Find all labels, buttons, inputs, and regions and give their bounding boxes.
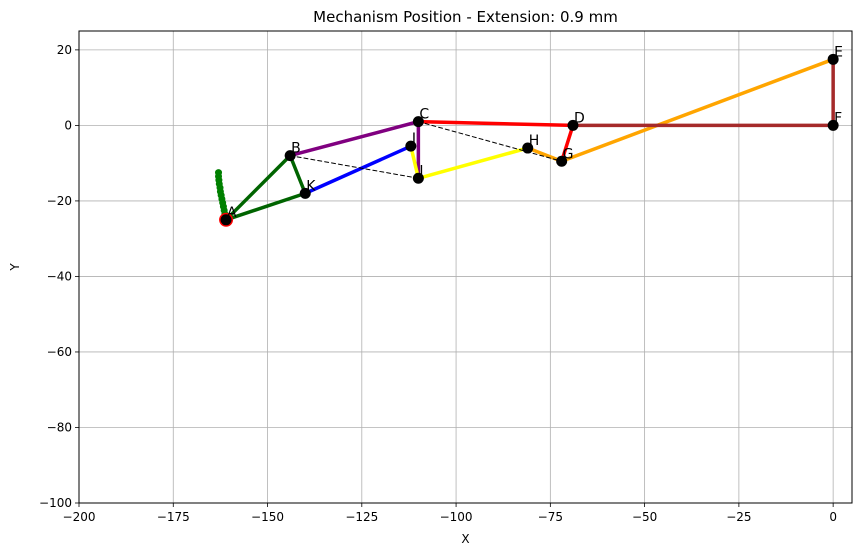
link-C-G [417,121,563,162]
joint-D [567,119,579,131]
chart-title: Mechanism Position - Extension: 0.9 mm [313,8,618,26]
joint-label-H: H [529,133,540,149]
link-B-C [288,119,421,158]
x-axis-ticks: −200 −175 −150 −125 −100 −75 −50 −25 0 [63,503,837,524]
joint-label-D: D [574,110,585,126]
joint-label-A: A [227,205,237,221]
x-tick-label: −100 [440,510,473,524]
joint-J [405,140,417,152]
joint-label-G: G [563,146,574,162]
y-tick-label: −100 [39,496,72,510]
joint-I [412,172,424,184]
link-A-B [224,153,292,222]
joint-labels: A B C D E F G H IJ K [227,44,843,220]
y-tick-label: 20 [57,43,72,57]
joint-label-C: C [419,107,429,123]
joint-A [220,214,232,226]
joint-B [284,150,296,162]
joint-label-B: B [291,141,301,157]
x-tick-label: −50 [632,510,657,524]
link-A-K [224,191,307,222]
grid-lines [78,31,852,504]
joint-H [522,142,534,154]
link-D-G [559,123,575,164]
joint-E [827,53,839,65]
link-G-E [559,57,835,164]
joint-label-J: J [411,131,416,147]
x-tick-label: −25 [726,510,751,524]
y-tick-label: 0 [64,118,72,132]
x-tick-label: −150 [251,510,284,524]
joint-C [412,116,424,128]
y-axis-ticks: −100 −80 −60 −40 −20 0 20 [39,43,79,510]
joints [219,53,839,227]
link-H-G [525,146,564,164]
plot-frame [78,30,853,504]
joint-F [827,119,839,131]
y-tick-label: −20 [47,194,72,208]
link-K-J [303,144,413,196]
y-tick-label: −80 [47,420,72,434]
x-tick-label: −75 [538,510,563,524]
x-tick-label: 0 [829,510,837,524]
x-tick-label: −125 [345,510,378,524]
joint-label-E: E [834,44,843,60]
joint-G [556,155,568,167]
x-tick-label: −200 [63,510,96,524]
y-tick-label: −60 [47,345,72,359]
y-tick-label: −40 [47,269,72,283]
link-B-I [289,155,419,179]
link-B-K [288,153,307,196]
y-axis-label: Y [8,263,22,272]
joint-K [299,187,311,199]
x-axis-label: X [461,532,469,546]
joint-label-K: K [306,178,316,194]
joint-label-I: I [419,163,423,179]
link-I-H [416,146,530,181]
joint-label-F: F [834,110,842,126]
link-C-D [416,119,575,128]
x-tick-label: −175 [157,510,190,524]
